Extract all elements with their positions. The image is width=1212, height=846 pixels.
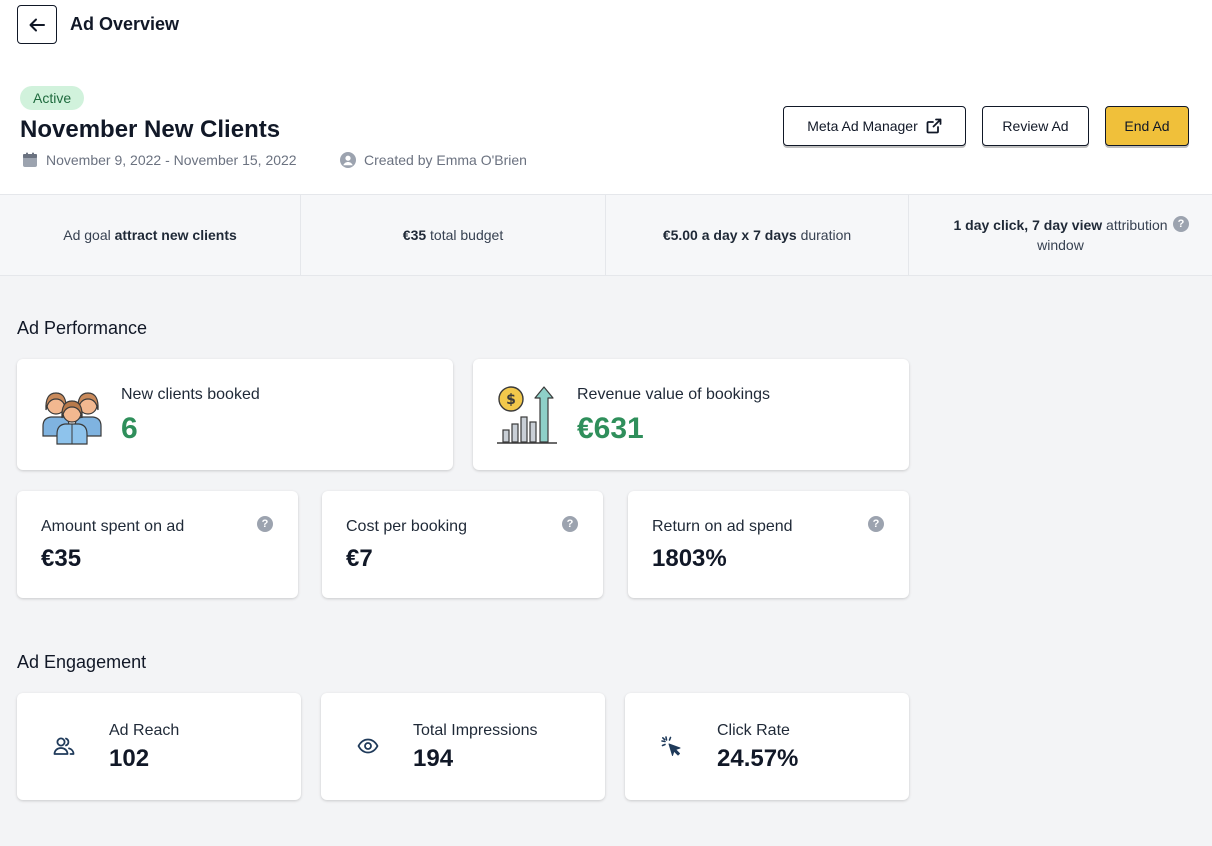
ad-reach-label: Ad Reach (109, 722, 180, 739)
created-by: Created by Emma O'Brien (340, 151, 527, 169)
new-clients-value: 6 (121, 412, 138, 445)
click-rate-card: Click Rate 24.57% (625, 693, 909, 800)
engagement-section-title: Ad Engagement (17, 652, 147, 672)
eye-icon (357, 738, 379, 759)
new-clients-label: New clients booked (121, 386, 260, 403)
ad-reach-card: Ad Reach 102 (17, 693, 301, 800)
summary-budget: €35 total budget (301, 195, 606, 275)
calendar-icon (23, 152, 37, 167)
clients-group-icon (41, 384, 103, 451)
impressions-label: Total Impressions (413, 722, 538, 739)
end-ad-button[interactable]: End Ad (1105, 106, 1189, 146)
cost-per-booking-value: €7 (346, 545, 373, 572)
impressions-value: 194 (413, 745, 454, 772)
attribution-help-icon[interactable]: ? (1173, 216, 1189, 232)
ad-reach-value: 102 (109, 745, 150, 772)
budget-value: €35 (402, 227, 427, 243)
goal-prefix: Ad goal (63, 227, 115, 243)
ad-header: Ad Overview Active November New Clients … (0, 0, 1212, 194)
click-rate-value: 24.57% (717, 745, 799, 772)
new-clients-card: New clients booked 6 (17, 359, 453, 470)
amount-spent-help-icon[interactable]: ? (257, 516, 273, 532)
date-range: November 9, 2022 - November 15, 2022 (22, 151, 297, 169)
click-rate-label: Click Rate (717, 722, 790, 739)
cost-per-booking-label: Cost per booking (346, 518, 467, 535)
duration-value: €5.00 a day x 7 days (662, 227, 797, 243)
amount-spent-card: Amount spent on ad €35 ? (17, 491, 298, 598)
external-link-icon (926, 118, 942, 134)
meta-ad-manager-label: Meta Ad Manager (807, 118, 918, 134)
svg-text:$: $ (506, 392, 516, 408)
cursor-click-icon (661, 736, 683, 763)
impressions-card: Total Impressions 194 (321, 693, 605, 800)
summary-attribution: 1 day click, 7 day view attribution wind… (909, 195, 1212, 275)
attribution-value: 1 day click, 7 day view (953, 217, 1103, 233)
amount-spent-label: Amount spent on ad (41, 518, 185, 535)
revenue-label: Revenue value of bookings (577, 386, 771, 403)
page-title: Ad Overview (70, 14, 180, 34)
summary-duration: €5.00 a day x 7 days duration (606, 195, 909, 275)
ad-name: November New Clients (20, 116, 281, 143)
date-range-text: November 9, 2022 - November 15, 2022 (46, 152, 297, 168)
ad-summary-strip: Ad goal attract new clients €35 total bu… (0, 194, 1212, 276)
summary-goal: Ad goal attract new clients (0, 195, 301, 275)
arrow-left-icon (29, 18, 45, 31)
duration-suffix: duration (796, 227, 852, 243)
roas-card: Return on ad spend 1803% ? (628, 491, 909, 598)
created-by-text: Created by Emma O'Brien (364, 152, 527, 168)
back-button[interactable] (17, 5, 57, 44)
goal-value: attract new clients (114, 227, 237, 243)
attribution-suffix: attribution window (1037, 217, 1168, 253)
revenue-growth-icon: $ (495, 384, 559, 451)
meta-ad-manager-button[interactable]: Meta Ad Manager (783, 106, 966, 146)
user-circle-icon (340, 152, 356, 168)
cost-per-booking-help-icon[interactable]: ? (562, 516, 578, 532)
amount-spent-value: €35 (41, 545, 82, 572)
revenue-card: $ Revenue value of bookings €631 (473, 359, 909, 470)
cost-per-booking-card: Cost per booking €7 ? (322, 491, 603, 598)
budget-suffix: total budget (426, 227, 504, 243)
performance-section-title: Ad Performance (17, 318, 148, 338)
revenue-value: €631 (577, 412, 644, 445)
roas-help-icon[interactable]: ? (868, 516, 884, 532)
users-icon (53, 736, 75, 761)
roas-value: 1803% (652, 545, 727, 572)
review-ad-button[interactable]: Review Ad (982, 106, 1089, 146)
status-badge: Active (20, 86, 85, 110)
roas-label: Return on ad spend (652, 518, 793, 535)
